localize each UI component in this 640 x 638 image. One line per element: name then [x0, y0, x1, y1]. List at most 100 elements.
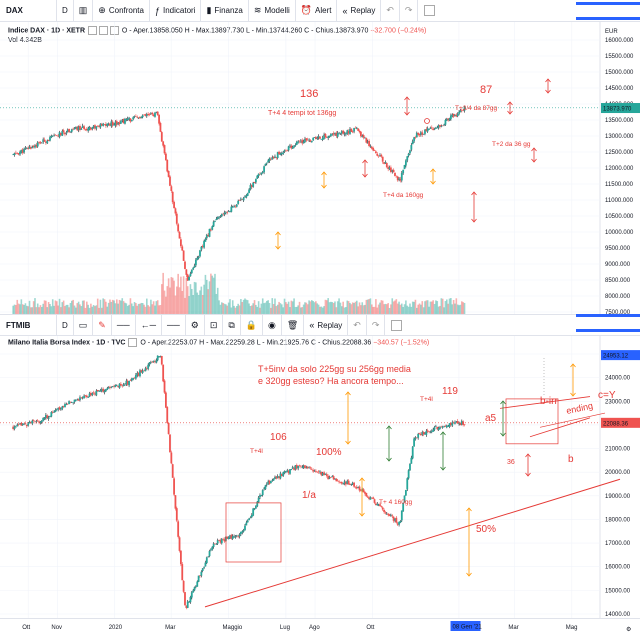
compare-button[interactable]: ⊕ Confronta [92, 0, 149, 22]
candle-body [460, 420, 463, 425]
redo-button[interactable]: ↷ [398, 0, 418, 22]
candle-body [306, 139, 309, 141]
volume-bar [319, 306, 321, 314]
lock-button[interactable]: 🔒 [239, 314, 262, 336]
candle-body [211, 546, 214, 550]
candle-body [377, 155, 380, 157]
rectangle-tool[interactable]: ▭ [72, 314, 93, 336]
volume-bar [192, 295, 194, 314]
volume-bar [334, 301, 336, 314]
dax-chart[interactable]: 16000.00015500.00015000.00014500.0001400… [0, 22, 640, 316]
volume-bar [109, 299, 111, 314]
candle-body [121, 119, 124, 121]
undo-button[interactable]: ↶ [380, 0, 399, 22]
candle-body [179, 550, 182, 565]
candle-body [403, 165, 406, 170]
candle-body [136, 116, 139, 118]
volume-bar [155, 301, 158, 314]
candle-body [305, 138, 308, 141]
time-tick-label: Mag [566, 625, 578, 631]
bottom-undo-button[interactable]: ↶ [347, 314, 366, 336]
candle-body [23, 423, 25, 425]
bottom-fullscreen-button[interactable] [384, 314, 408, 336]
bottom-replay-button[interactable]: «Replay [303, 314, 347, 336]
candle-body [287, 146, 290, 151]
arrow-red-head-top [471, 191, 477, 196]
candle-body [100, 389, 103, 391]
candle-body [339, 482, 342, 483]
volume-bar [43, 300, 46, 314]
models-button[interactable]: ≋ Modelli [247, 0, 295, 22]
volume-bar [176, 286, 178, 314]
date-badge: 08 Gen '21 [453, 625, 483, 631]
candle-body [239, 531, 242, 535]
volume-bar [124, 302, 126, 314]
candle-body [154, 361, 156, 363]
symbol-search[interactable]: DAX [6, 6, 23, 15]
candle-body [204, 238, 207, 242]
candle-body [190, 592, 193, 598]
alert-button[interactable]: ⏰ Alert [294, 0, 337, 22]
visibility-button[interactable]: ◉ [262, 314, 281, 336]
candle-body [415, 132, 418, 138]
candle-body [38, 421, 40, 423]
candles-icon: ▥ [78, 5, 88, 15]
bottom-symbol-search[interactable]: FTMIB [6, 320, 31, 330]
candle-body [185, 269, 188, 275]
volume-bar [170, 277, 173, 314]
settings-icon[interactable] [98, 26, 108, 35]
annotation-t4l-b: T+4l [420, 396, 433, 403]
candle-body [66, 129, 69, 132]
fullscreen-button[interactable] [417, 0, 441, 22]
volume-bar [132, 306, 134, 314]
price-tick-label: 10500.000 [605, 214, 634, 220]
eye-icon[interactable] [87, 26, 97, 35]
candle-body [414, 137, 417, 138]
candle-body [148, 362, 151, 365]
clone-button[interactable]: ⧉ [222, 314, 239, 336]
time-axis[interactable]: OttNov2020MarMaggioLugAgoOtt9MarMag08 Ge… [0, 618, 640, 638]
delete-button[interactable]: 🗑 [280, 314, 303, 336]
pen-tool[interactable]: ✎ [92, 314, 111, 336]
trash-icon: 🗑 [286, 319, 299, 330]
volume-bar [339, 302, 342, 314]
chart-type-button[interactable]: ▥ [72, 0, 93, 22]
candle-body [219, 216, 222, 218]
candle-body [220, 538, 223, 544]
volume-bar [79, 304, 81, 314]
line-end-tool[interactable]: ←─ [134, 314, 161, 336]
interval-button[interactable]: D [56, 0, 73, 22]
candle-body [119, 383, 122, 386]
candle-body [297, 141, 300, 143]
candle-body [129, 118, 132, 122]
volume-bar [146, 298, 148, 314]
candle-body [72, 402, 75, 403]
ftmib-chart[interactable]: 25000.0024000.0023000.0022000.0021000.00… [0, 336, 640, 618]
volume-bar [184, 297, 186, 314]
bottom-interval-button[interactable]: D [56, 314, 73, 336]
arrow-orange-head-top [321, 171, 327, 176]
finance-button[interactable]: ▮ Finanza [200, 0, 247, 22]
template-button[interactable]: ⊡ [203, 314, 223, 336]
replay-button[interactable]: «Replay [336, 0, 380, 22]
volume-bar [402, 306, 404, 314]
drawing-settings-button[interactable]: ⚙ [184, 314, 204, 336]
time-tick-label: 2020 [109, 625, 123, 631]
line-width-tool[interactable]: ── [161, 314, 185, 336]
candle-body [421, 432, 424, 435]
candle-body [391, 170, 394, 172]
settings-icon[interactable] [128, 338, 138, 347]
candle-body [234, 205, 237, 207]
candle-body [230, 535, 233, 539]
volume-bar [293, 298, 295, 314]
candle-body [336, 480, 339, 482]
candle-body [261, 490, 264, 496]
indicators-button[interactable]: ƒ Indicatori [148, 0, 200, 22]
candle-body [100, 124, 103, 126]
candle-body [429, 127, 432, 129]
bottom-redo-button[interactable]: ↷ [365, 314, 385, 336]
volume-bar [399, 304, 402, 314]
volume-bar [162, 272, 164, 314]
volume-bar [193, 281, 196, 314]
line-style-tool[interactable]: ── [110, 314, 135, 336]
